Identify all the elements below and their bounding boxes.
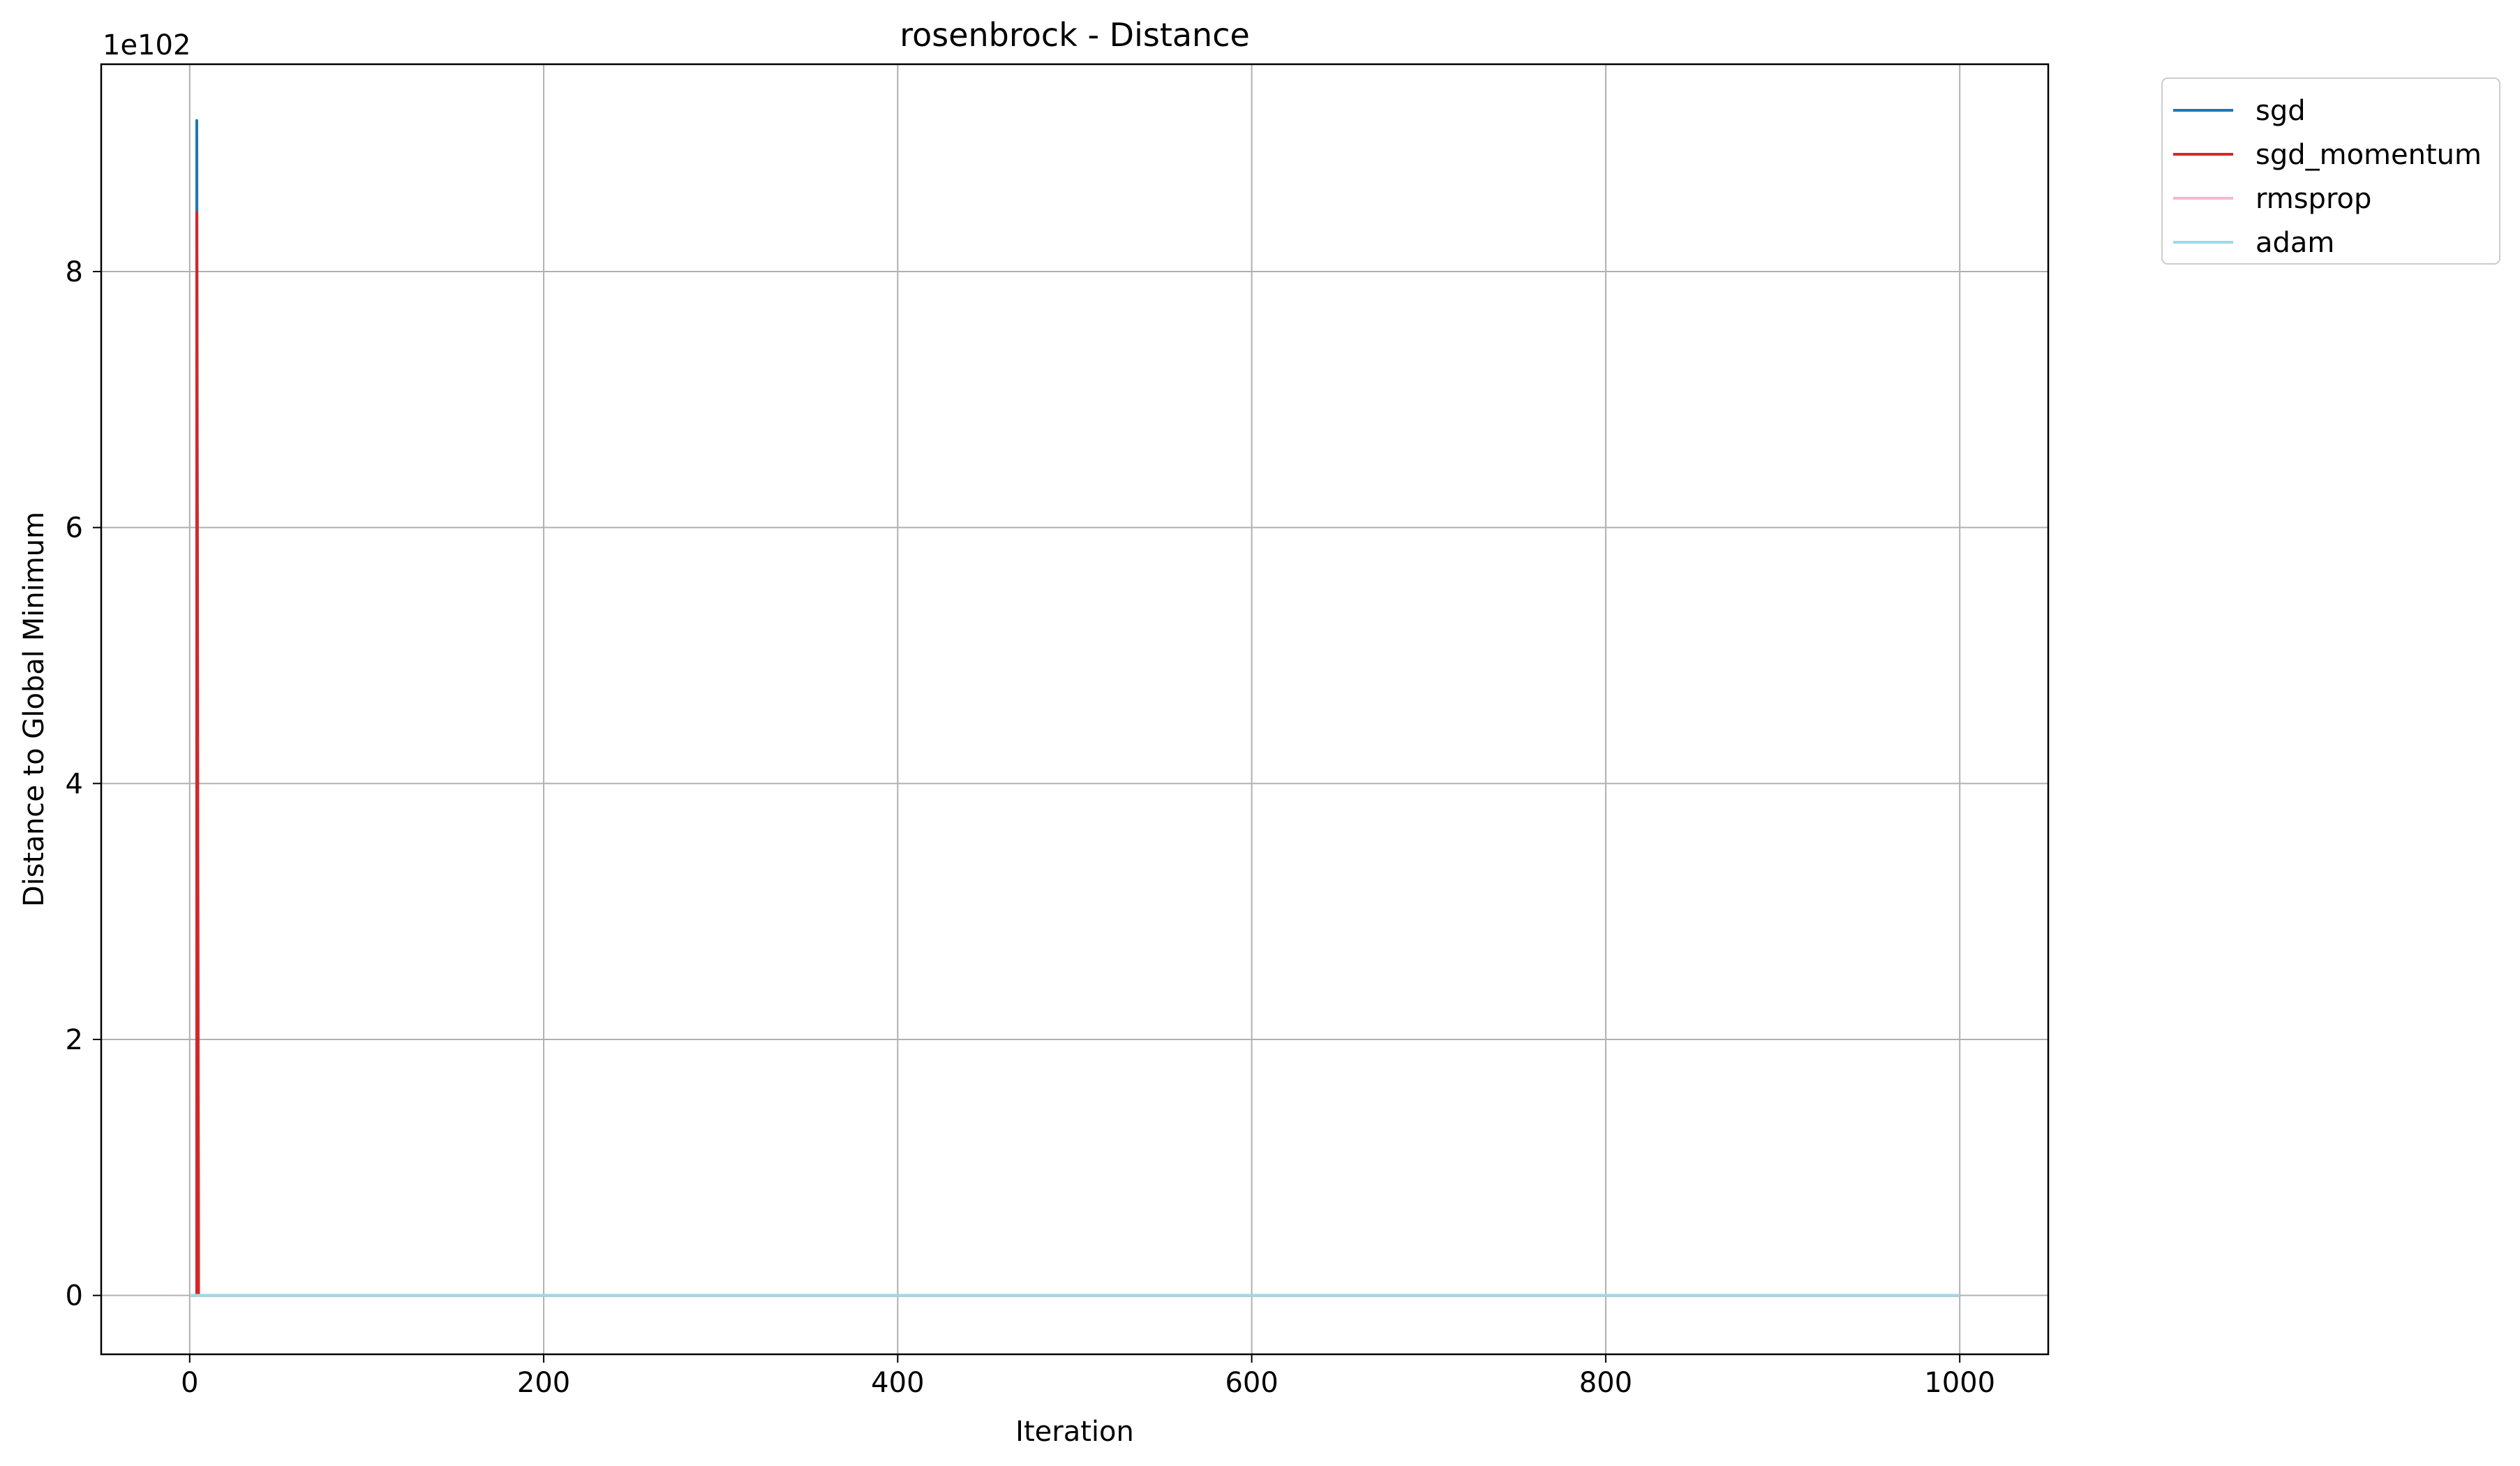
y-tick-label: 4 <box>66 768 83 800</box>
axis-ticks: 0 200 400 600 800 1000 0 2 4 6 8 <box>66 256 1996 1399</box>
chart-title: rosenbrock - Distance <box>900 16 1250 54</box>
y-tick-label: 0 <box>66 1280 83 1312</box>
legend-frame <box>2161 77 2500 265</box>
legend-label-adam: adam <box>2256 227 2334 259</box>
legend-label-sgd-momentum: sgd_momentum <box>2256 139 2482 171</box>
legend-label-rmsprop: rmsprop <box>2256 183 2371 215</box>
plot-frame <box>100 63 2050 1356</box>
x-tick-label: 1000 <box>1924 1367 1995 1399</box>
x-axis-label: Iteration <box>1015 1416 1134 1448</box>
x-tick-label: 200 <box>517 1367 570 1399</box>
y-tick-label: 8 <box>66 256 83 288</box>
x-tick-label: 800 <box>1579 1367 1632 1399</box>
x-tick-label: 0 <box>181 1367 198 1399</box>
y-axis-label: Distance to Global Minimum <box>18 512 50 907</box>
series-layer <box>189 119 1960 1297</box>
x-tick-label: 400 <box>871 1367 924 1399</box>
x-tick-label: 600 <box>1225 1367 1278 1399</box>
y-tick-label: 6 <box>66 512 83 545</box>
legend-label-sgd: sgd <box>2256 95 2306 127</box>
y-axis-offset-label: 1e102 <box>103 29 191 61</box>
y-tick-label: 2 <box>66 1024 83 1056</box>
